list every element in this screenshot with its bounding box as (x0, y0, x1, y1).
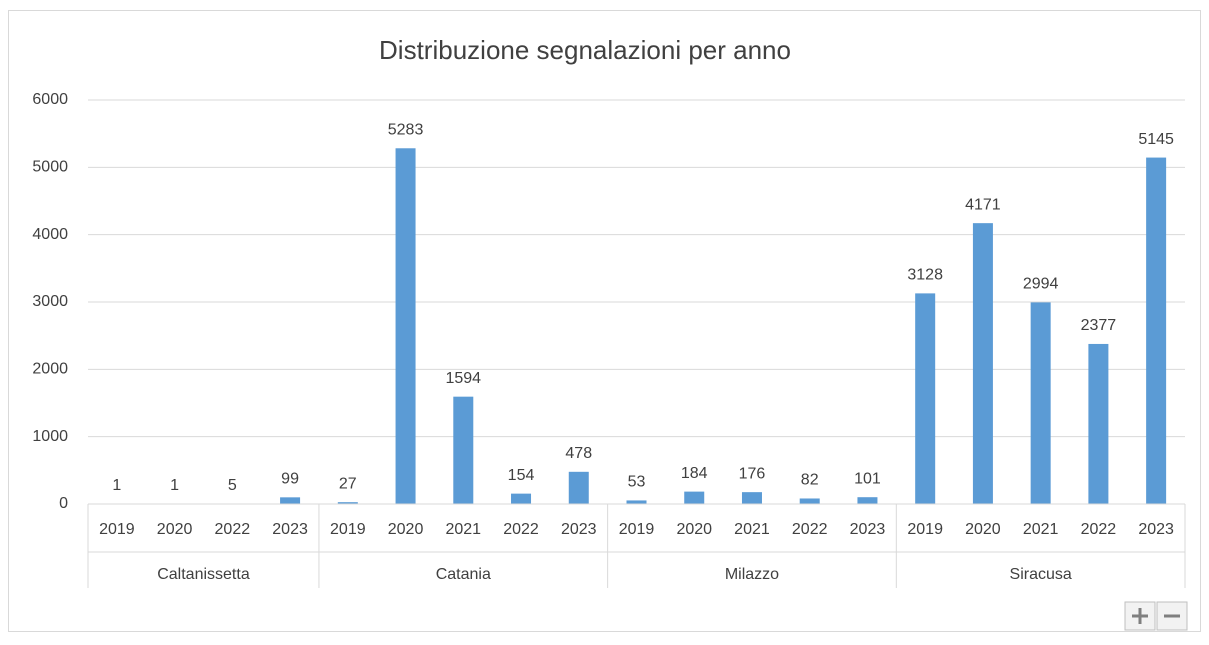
x-tick-label: 2021 (734, 521, 770, 538)
data-label: 1594 (445, 370, 481, 387)
data-label: 53 (628, 474, 646, 491)
bar (915, 293, 935, 504)
data-label: 82 (801, 472, 819, 489)
x-tick-label: 2020 (676, 521, 712, 538)
group-label: Milazzo (725, 566, 779, 583)
x-tick-label: 2019 (619, 521, 655, 538)
x-tick-label: 2019 (99, 521, 135, 538)
bar (684, 492, 704, 504)
x-tick-label: 2023 (561, 521, 597, 538)
group-label: Catania (436, 566, 491, 583)
y-tick-label: 3000 (32, 293, 68, 310)
bar (627, 500, 647, 504)
y-tick-label: 6000 (32, 91, 68, 108)
x-tick-label: 2020 (388, 521, 424, 538)
x-tick-label: 2023 (850, 521, 886, 538)
x-tick-label: 2019 (330, 521, 366, 538)
data-label: 1 (112, 477, 121, 494)
data-label: 5283 (388, 121, 424, 138)
bar (280, 497, 300, 504)
bar (453, 397, 473, 504)
zoom-out-button[interactable] (1157, 602, 1187, 630)
x-tick-label: 2022 (215, 521, 251, 538)
y-tick-label: 5000 (32, 159, 68, 176)
group-label: Siracusa (1010, 566, 1072, 583)
data-label: 101 (854, 470, 881, 487)
zoom-in-button[interactable] (1125, 602, 1155, 630)
x-tick-label: 2022 (792, 521, 828, 538)
data-label: 5145 (1138, 131, 1174, 148)
data-label: 154 (508, 467, 535, 484)
data-label: 2994 (1023, 276, 1059, 293)
x-tick-label: 2019 (907, 521, 943, 538)
y-tick-label: 4000 (32, 226, 68, 243)
x-tick-label: 2020 (157, 521, 193, 538)
bar (1031, 302, 1051, 504)
data-label: 176 (739, 465, 766, 482)
data-label: 2377 (1081, 317, 1117, 334)
chart-frame (9, 11, 1201, 632)
x-tick-label: 2021 (1023, 521, 1059, 538)
y-tick-label: 1000 (32, 428, 68, 445)
data-label: 3128 (907, 267, 943, 284)
bar (742, 492, 762, 504)
y-tick-label: 2000 (32, 361, 68, 378)
data-label: 1 (170, 477, 179, 494)
x-tick-label: 2022 (503, 521, 539, 538)
bar (396, 148, 416, 504)
x-tick-label: 2022 (1081, 521, 1117, 538)
data-label: 478 (565, 445, 592, 462)
bar (511, 494, 531, 504)
y-tick-label: 0 (59, 495, 68, 512)
data-label: 27 (339, 475, 357, 492)
data-label: 99 (281, 471, 299, 488)
bar (1088, 344, 1108, 504)
bar (973, 223, 993, 504)
bar (800, 498, 820, 504)
chart-title: Distribuzione segnalazioni per anno (379, 35, 791, 65)
x-tick-label: 2020 (965, 521, 1001, 538)
data-label: 184 (681, 465, 708, 482)
x-tick-label: 2023 (272, 521, 308, 538)
data-label: 5 (228, 477, 237, 494)
data-label: 4171 (965, 196, 1001, 213)
bar (1146, 158, 1166, 504)
bar (569, 472, 589, 504)
bar (857, 497, 877, 504)
x-tick-label: 2021 (445, 521, 481, 538)
x-tick-label: 2023 (1138, 521, 1174, 538)
group-label: Caltanissetta (157, 566, 250, 583)
